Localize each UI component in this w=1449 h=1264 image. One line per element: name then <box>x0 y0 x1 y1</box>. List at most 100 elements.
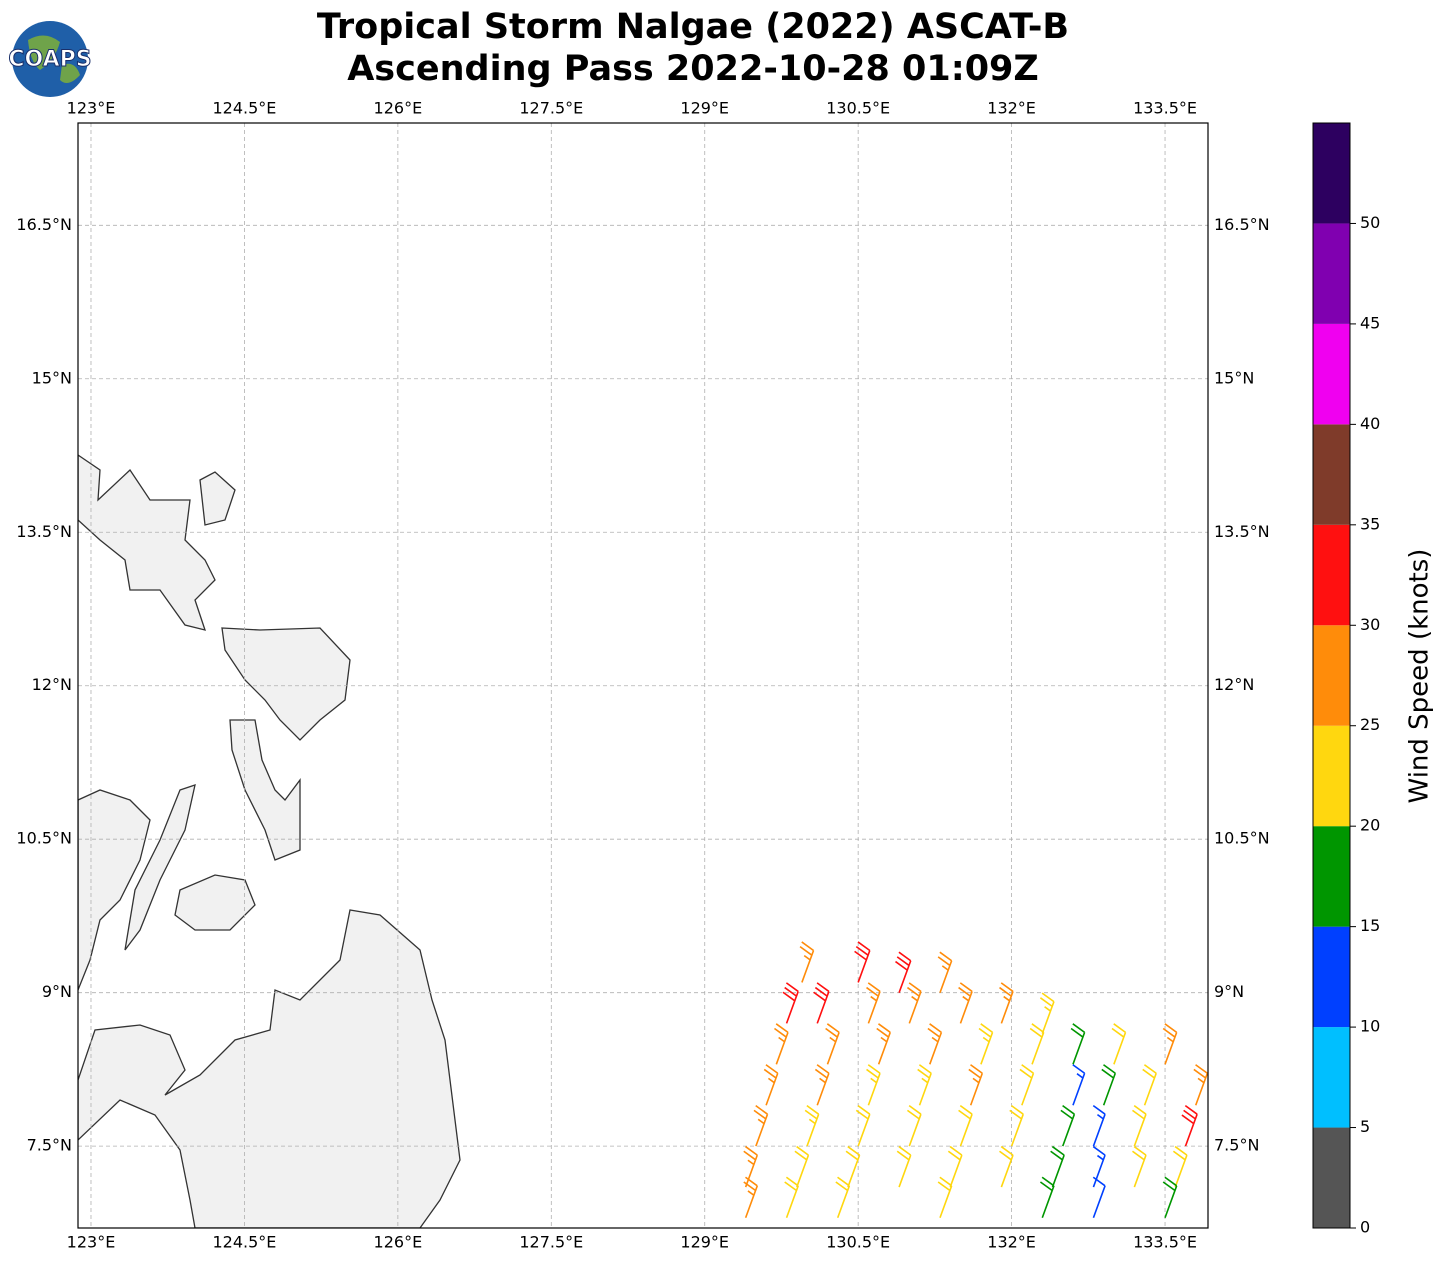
wind-barb <box>854 941 871 983</box>
colorbar-tick-label: 35 <box>1360 514 1380 533</box>
wind-barb <box>1111 1023 1127 1065</box>
x-tick-label: 130.5°E <box>826 1233 890 1252</box>
wind-barb <box>1029 1023 1045 1065</box>
colorbar-tick-label: 40 <box>1360 414 1380 433</box>
wind-barb <box>804 1105 820 1147</box>
wind-barb <box>835 1176 851 1219</box>
wind-barb <box>866 982 881 1024</box>
colorbar-bin <box>1313 123 1350 224</box>
land-leyte <box>229 719 301 861</box>
y-tick-label: 15°N <box>32 368 72 387</box>
wind-barb <box>845 1145 861 1188</box>
y-tick-label: 16.5°N <box>16 215 72 234</box>
y-tick-label: 7.5°N <box>27 1136 72 1155</box>
colorbar-bin <box>1313 524 1350 626</box>
wind-barb <box>1181 1105 1198 1147</box>
wind-barb <box>1162 1176 1178 1219</box>
colorbar-tick-label: 5 <box>1360 1117 1370 1136</box>
x-tick-label: 124.5°E <box>212 1233 276 1252</box>
wind-barb <box>1132 1145 1147 1188</box>
land-cebu <box>124 784 196 951</box>
colorbar-bin <box>1313 424 1350 525</box>
x-tick-label: 123°E <box>67 1233 116 1252</box>
y-tick-label: 10.5°N <box>16 829 72 848</box>
wind-barb <box>1193 1064 1208 1106</box>
x-tick-label: 132°E <box>987 1233 1036 1252</box>
logo-land <box>28 35 80 84</box>
x-tick-label: 129°E <box>680 99 729 118</box>
wind-barb <box>782 982 799 1024</box>
chart-title: Tropical Storm Nalgae (2022) ASCAT-B <box>317 7 1069 47</box>
colorbar-bin <box>1313 1027 1350 1128</box>
wind-barb <box>1070 1023 1086 1065</box>
colorbar-tick-label: 30 <box>1360 615 1380 634</box>
y-tick-label: 15°N <box>1214 368 1254 387</box>
wind-barb <box>814 1064 830 1106</box>
colorbar-label: Wind Speed (knots) <box>1405 549 1435 804</box>
colorbar-frame <box>1312 122 1351 1229</box>
wind-barb <box>999 1145 1014 1188</box>
y-tick-label: 9°N <box>1214 982 1244 1001</box>
x-tick-label: 129°E <box>680 1233 729 1252</box>
colorbar-tick-label: 45 <box>1360 313 1380 332</box>
wind-barb <box>1142 1064 1157 1106</box>
wind-barb <box>825 1023 840 1065</box>
wind-barb <box>763 1064 779 1106</box>
wind-barb <box>1039 992 1055 1034</box>
colorbar-bin <box>1313 223 1350 324</box>
x-tick-label: 126°E <box>374 1233 423 1252</box>
land-bohol <box>174 874 256 931</box>
land-samar <box>221 627 351 741</box>
wind-barb <box>999 982 1014 1024</box>
wind-barb <box>895 951 912 993</box>
wind-barb <box>906 1105 922 1147</box>
land-luzon <box>78 454 216 631</box>
x-tick-label: 126°E <box>374 99 423 118</box>
wind-barb <box>855 1105 871 1147</box>
y-tick-label: 13.5°N <box>1214 522 1270 541</box>
colorbar-tick-label: 20 <box>1360 816 1380 835</box>
wind-barb <box>1039 1176 1055 1219</box>
wind-barb <box>937 1176 953 1219</box>
wind-barb <box>937 951 953 993</box>
logo: COAPS <box>8 21 92 97</box>
colorbar-tick-label: 15 <box>1360 916 1380 935</box>
wind-barb <box>773 1023 789 1065</box>
wind-barb <box>799 941 815 983</box>
y-tick-label: 12°N <box>32 675 72 694</box>
wind-barb <box>927 1023 943 1065</box>
wind-barb <box>958 982 973 1024</box>
wind-barb <box>896 1145 912 1188</box>
wind-barb <box>1132 1105 1147 1147</box>
wind-barb <box>1050 1145 1065 1188</box>
y-tick-label: 13.5°N <box>16 522 72 541</box>
wind-barb <box>753 1105 769 1147</box>
y-tick-label: 10.5°N <box>1214 829 1270 848</box>
wind-barb <box>866 1064 881 1106</box>
wind-barb <box>1072 1064 1086 1106</box>
wind-barb <box>743 1176 759 1219</box>
colorbar-bin <box>1313 826 1350 927</box>
y-tick-label: 7.5°N <box>1214 1136 1259 1155</box>
wind-barb <box>1019 1064 1035 1106</box>
wind-barb <box>917 1064 932 1106</box>
wind-barb <box>743 1145 759 1188</box>
land-catanduanes <box>199 471 236 526</box>
wind-barb <box>1092 1176 1106 1219</box>
wind-barb <box>1060 1105 1076 1147</box>
wind-barb <box>906 982 922 1024</box>
y-tick-label: 9°N <box>42 982 72 1001</box>
x-tick-label: 127.5°E <box>519 1233 583 1252</box>
wind-barb <box>947 1145 963 1188</box>
wind-barb <box>1172 1145 1188 1188</box>
wind-barb <box>813 982 830 1024</box>
y-tick-label: 12°N <box>1214 675 1254 694</box>
land-panay <box>78 789 151 991</box>
colorbar-bin <box>1313 1127 1350 1228</box>
colorbar-bin <box>1313 625 1350 726</box>
land-mindanao <box>78 909 461 1228</box>
map-frame <box>77 122 1209 1229</box>
colorbar-bin <box>1313 926 1350 1028</box>
x-tick-label: 130.5°E <box>826 99 890 118</box>
